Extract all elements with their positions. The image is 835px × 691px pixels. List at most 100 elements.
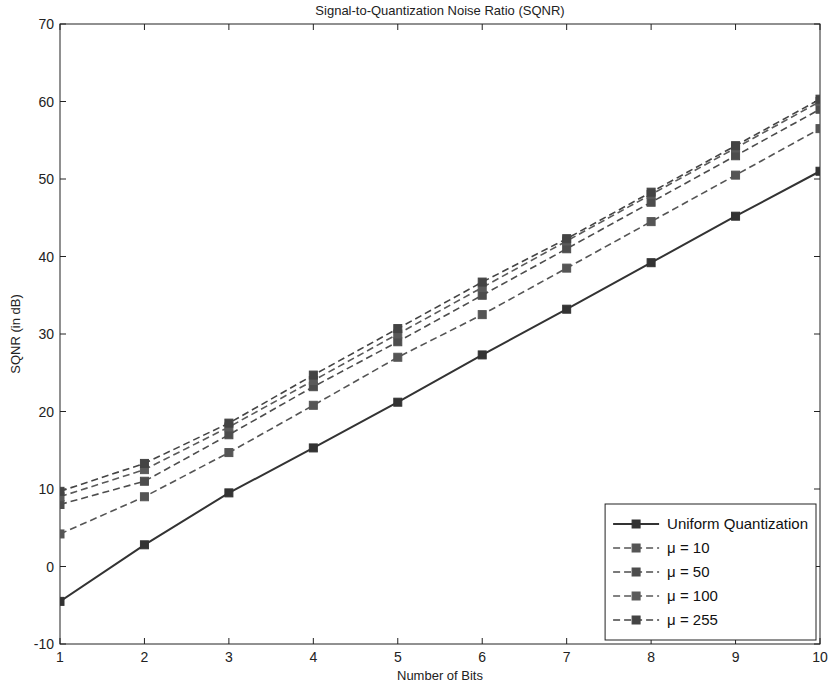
y-tick xyxy=(60,24,66,25)
x-tick-label: 7 xyxy=(563,649,571,665)
x-axis-title: Number of Bits xyxy=(397,668,483,683)
data-point xyxy=(647,188,655,196)
y-tick-label: 70 xyxy=(38,16,54,32)
x-tick-label: 3 xyxy=(225,649,233,665)
data-point xyxy=(816,125,820,133)
data-point xyxy=(647,259,655,267)
data-point xyxy=(60,530,64,538)
y-tick-label: 20 xyxy=(38,404,54,420)
legend: Uniform Quantizationμ = 10μ = 50μ = 100μ… xyxy=(605,504,816,640)
x-tick xyxy=(228,24,229,30)
x-tick xyxy=(60,638,61,644)
y-tick-label: 60 xyxy=(38,94,54,110)
y-tick-label: 50 xyxy=(38,171,54,187)
data-point xyxy=(225,431,233,439)
y-tick xyxy=(814,24,820,25)
x-tick-label: 6 xyxy=(478,649,486,665)
series-line xyxy=(60,99,820,491)
legend-box xyxy=(605,504,816,640)
x-tick xyxy=(313,638,314,644)
data-point xyxy=(394,325,402,333)
x-tick xyxy=(651,24,652,30)
x-tick-label: 4 xyxy=(309,649,317,665)
data-point xyxy=(563,264,571,272)
data-point xyxy=(816,167,820,175)
x-tick-label: 9 xyxy=(732,649,740,665)
x-tick-label: 10 xyxy=(812,649,828,665)
data-point xyxy=(309,371,317,379)
data-point xyxy=(140,493,148,501)
x-tick xyxy=(566,24,567,30)
y-tick xyxy=(814,489,820,490)
y-tick-label: 0 xyxy=(46,559,54,575)
y-tick xyxy=(60,101,66,102)
data-point xyxy=(563,305,571,313)
data-point xyxy=(394,398,402,406)
data-point xyxy=(60,487,64,495)
x-tick xyxy=(482,638,483,644)
legend-label: μ = 100 xyxy=(667,587,718,604)
y-tick xyxy=(60,644,66,645)
data-point xyxy=(732,171,740,179)
legend-marker xyxy=(632,568,640,576)
legend-marker xyxy=(632,592,640,600)
y-tick xyxy=(814,411,820,412)
y-tick xyxy=(814,179,820,180)
legend-marker xyxy=(632,520,640,528)
data-point xyxy=(732,152,740,160)
data-point xyxy=(647,218,655,226)
series-line xyxy=(60,129,820,534)
y-tick xyxy=(60,179,66,180)
chart-root: Signal-to-Quantization Noise Ratio (SQNR… xyxy=(0,0,835,691)
background xyxy=(0,0,835,691)
legend-marker xyxy=(632,616,640,624)
legend-label: μ = 10 xyxy=(667,539,709,556)
title: Signal-to-Quantization Noise Ratio (SQNR… xyxy=(315,3,564,18)
x-tick xyxy=(482,24,483,30)
x-tick xyxy=(228,638,229,644)
y-axis-title: SQNR (in dB) xyxy=(8,294,23,373)
y-tick xyxy=(60,566,66,567)
legend-marker xyxy=(632,544,640,552)
data-point xyxy=(478,278,486,286)
x-tick-label: 2 xyxy=(141,649,149,665)
x-tick xyxy=(820,638,821,644)
data-point xyxy=(563,245,571,253)
data-point xyxy=(478,311,486,319)
y-tick-label: 30 xyxy=(38,326,54,342)
y-tick xyxy=(60,256,66,257)
data-point xyxy=(732,142,740,150)
x-tick xyxy=(566,638,567,644)
x-tick xyxy=(60,24,61,30)
y-tick xyxy=(60,334,66,335)
data-point xyxy=(394,353,402,361)
legend-label: μ = 255 xyxy=(667,611,718,628)
y-tick xyxy=(814,644,820,645)
x-tick-label: 8 xyxy=(647,649,655,665)
x-tick-label: 1 xyxy=(56,649,64,665)
data-point xyxy=(140,541,148,549)
y-tick xyxy=(60,411,66,412)
data-point xyxy=(60,501,64,509)
x-tick xyxy=(820,24,821,30)
data-point xyxy=(478,291,486,299)
data-point xyxy=(732,212,740,220)
data-point xyxy=(309,444,317,452)
x-tick xyxy=(735,24,736,30)
data-point xyxy=(478,351,486,359)
plot-frame xyxy=(60,24,820,644)
data-point xyxy=(225,419,233,427)
x-tick xyxy=(144,638,145,644)
data-point xyxy=(816,105,820,113)
data-point xyxy=(647,198,655,206)
data-point xyxy=(816,95,820,103)
data-point xyxy=(60,597,64,605)
plot-area xyxy=(60,95,820,605)
x-tick xyxy=(397,24,398,30)
series-line xyxy=(60,102,820,497)
data-point xyxy=(309,401,317,409)
x-tick xyxy=(397,638,398,644)
data-point xyxy=(140,477,148,485)
y-tick xyxy=(814,256,820,257)
data-point xyxy=(225,489,233,497)
